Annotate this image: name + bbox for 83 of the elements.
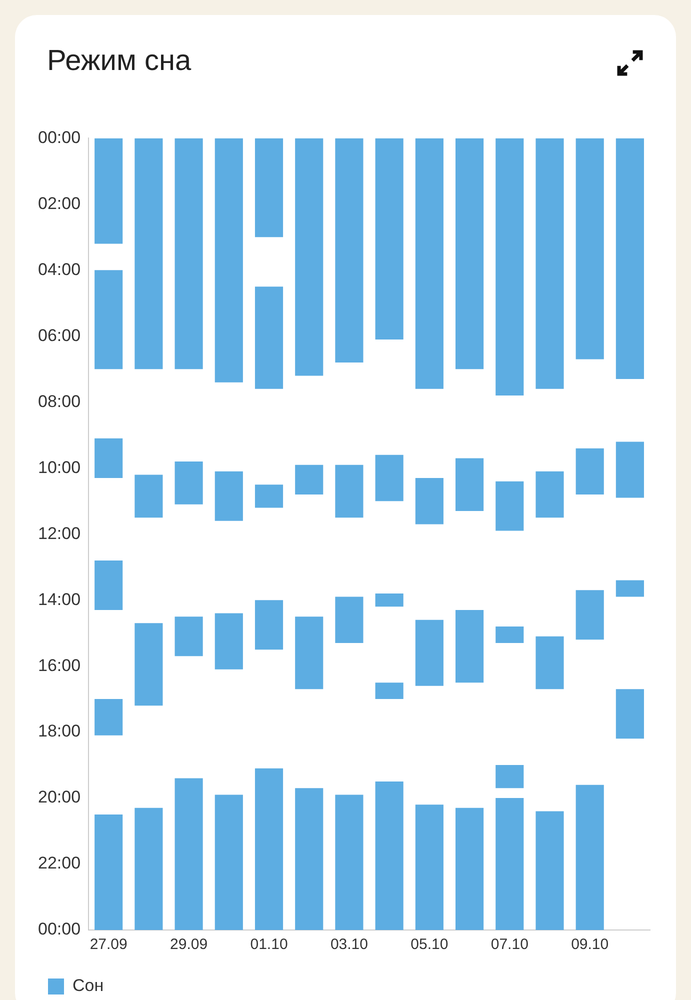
x-tick-label: 03.10 [330,936,368,954]
y-tick-label: 00:00 [38,920,81,939]
bar [254,286,284,389]
bar [496,798,524,930]
bar [254,484,284,508]
bar [616,442,644,498]
legend-label: Сон [72,976,104,996]
bar [375,593,404,607]
bar [576,448,604,495]
y-tick-label: 18:00 [38,722,81,741]
bar [335,138,364,363]
y-tick-label: 14:00 [38,590,81,609]
bar [576,590,604,640]
y-tick-label: 16:00 [38,656,81,675]
bar [174,462,203,504]
y-tick-label: 02:00 [38,194,81,213]
y-tick-label: 12:00 [38,524,81,543]
x-tick-label: 27.09 [90,936,128,954]
bar [455,808,484,930]
x-tick-label: 01.10 [250,936,288,954]
y-tick-label: 10:00 [38,458,81,477]
bar [134,623,163,706]
bar [254,600,284,650]
bar [616,580,644,597]
bar [214,471,243,521]
bar [496,481,524,531]
x-tick-label: 29.09 [170,936,208,954]
bar [94,138,123,244]
bar [616,689,644,739]
y-tick-label: 20:00 [38,788,81,807]
bar [295,464,324,495]
y-tick-label: 00:00 [38,128,81,147]
y-tick-label: 22:00 [38,854,81,873]
bar [576,784,604,930]
bar [496,765,524,788]
bar [174,138,203,370]
x-tick-label: 07.10 [490,936,528,954]
bar [415,620,444,686]
bar [254,768,284,930]
bar [295,138,324,376]
bar [415,478,444,524]
bar [536,471,564,518]
bar [295,788,324,930]
y-tick-label: 06:00 [38,326,81,345]
bar [295,616,324,690]
bar [335,794,364,930]
bar [536,138,564,389]
x-tick-label: 09.10 [571,936,609,954]
bar [94,560,123,610]
bar [375,454,404,502]
x-tick-label: 05.10 [410,936,448,954]
bar [94,814,123,930]
bar [375,782,404,930]
bar [455,610,484,683]
bar [335,596,364,643]
bar [335,464,364,518]
bar [214,794,243,930]
bar [134,474,163,518]
bar [576,138,604,360]
bar [536,811,564,930]
y-tick-label: 04:00 [38,260,81,279]
bar [94,699,123,736]
bar [174,778,203,930]
bar [455,138,484,370]
bar [415,138,444,389]
bar [214,613,243,670]
bar [174,616,203,656]
bar [375,138,404,340]
bar [94,270,123,370]
bar [134,808,163,930]
bar [94,438,123,478]
bar [134,138,163,370]
bar [536,636,564,690]
bar [375,682,404,700]
chart-title: Режим сна [47,45,192,78]
bar [214,138,243,382]
bar [616,138,644,380]
y-tick-label: 08:00 [38,392,81,411]
bar [496,138,524,396]
bar [415,804,444,930]
bar [254,138,284,238]
bar [455,458,484,512]
bar [496,626,524,643]
